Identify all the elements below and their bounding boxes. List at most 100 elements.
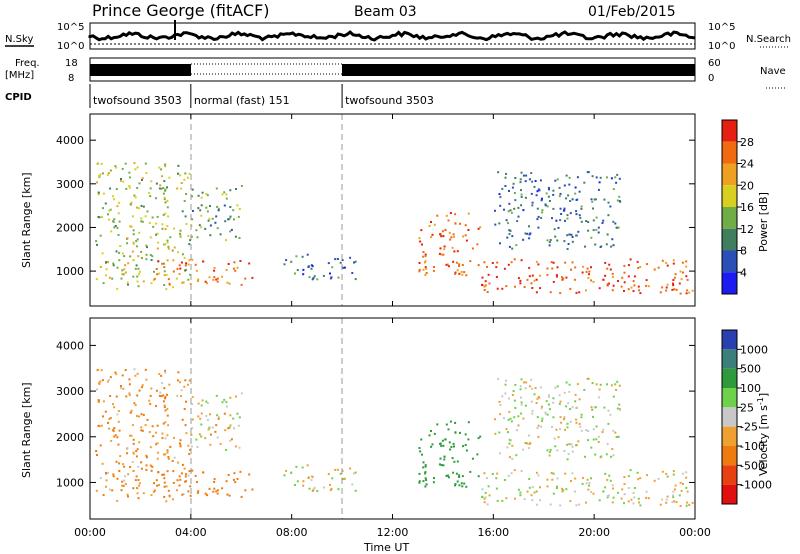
range-cell xyxy=(96,243,98,246)
range-cell xyxy=(552,401,555,404)
range-cell xyxy=(124,482,127,485)
x-tick-label: 12:00 xyxy=(377,526,409,539)
range-cell xyxy=(685,265,688,268)
range-cell xyxy=(108,276,111,279)
noise-strip xyxy=(88,20,696,50)
range-cell xyxy=(209,234,212,237)
range-cell xyxy=(604,472,607,475)
range-cell xyxy=(505,379,507,382)
range-cell xyxy=(665,501,668,504)
range-cell xyxy=(163,495,166,498)
range-cell xyxy=(209,413,211,416)
range-cell xyxy=(688,503,691,506)
range-cell xyxy=(546,478,549,481)
range-cell xyxy=(443,458,446,461)
range-cell xyxy=(140,204,143,207)
range-cell xyxy=(217,209,220,212)
range-cell xyxy=(153,270,155,273)
range-cell xyxy=(124,271,127,274)
range-cell xyxy=(236,266,239,269)
range-cell xyxy=(114,371,117,374)
range-cell xyxy=(302,484,305,487)
range-cell xyxy=(216,277,219,280)
range-cell xyxy=(587,488,590,491)
range-cell xyxy=(138,389,141,392)
range-cell xyxy=(633,284,636,287)
range-cell xyxy=(449,448,452,451)
range-cell xyxy=(602,278,605,281)
range-cell xyxy=(138,482,141,485)
range-cell xyxy=(519,385,522,388)
range-cell xyxy=(522,209,525,212)
range-cell xyxy=(198,224,201,227)
range-cell xyxy=(550,472,553,474)
y-tick-label: 3000 xyxy=(56,178,84,191)
range-cell xyxy=(587,439,590,442)
range-cell xyxy=(114,165,117,168)
range-cell xyxy=(150,387,153,390)
range-cell xyxy=(183,178,186,181)
range-cell xyxy=(595,216,598,219)
range-cell xyxy=(559,192,562,195)
range-cell xyxy=(541,209,544,212)
range-cell xyxy=(510,472,513,475)
range-cell xyxy=(327,473,330,476)
range-cell xyxy=(213,267,216,269)
range-cell xyxy=(535,490,538,493)
range-cell xyxy=(540,425,543,428)
range-cell xyxy=(554,445,557,448)
range-cell xyxy=(566,234,569,237)
range-cell xyxy=(578,398,581,401)
range-cell xyxy=(524,387,527,390)
range-cell xyxy=(547,186,550,189)
range-cell xyxy=(172,470,175,473)
range-cell xyxy=(522,174,525,177)
range-cell xyxy=(136,187,139,189)
range-cell xyxy=(536,397,539,400)
range-cell xyxy=(112,430,115,433)
range-cell xyxy=(503,267,506,270)
range-cell xyxy=(483,472,486,475)
range-cell xyxy=(200,404,203,407)
range-cell xyxy=(535,291,538,294)
range-cell xyxy=(184,424,187,427)
range-cell xyxy=(354,278,357,281)
range-cell xyxy=(187,474,190,477)
range-cell xyxy=(130,409,133,412)
range-cell xyxy=(520,259,523,262)
range-cell xyxy=(185,432,188,435)
range-cell xyxy=(601,431,604,433)
range-cell xyxy=(132,241,135,244)
range-cell xyxy=(679,481,682,484)
range-cell xyxy=(171,459,174,462)
range-cell xyxy=(496,499,499,502)
range-cell xyxy=(585,482,588,485)
range-cell xyxy=(564,472,567,475)
range-cell xyxy=(179,381,182,384)
range-cell xyxy=(161,437,164,440)
range-cell xyxy=(623,290,625,292)
range-cell xyxy=(225,405,228,408)
range-cell xyxy=(153,482,155,485)
range-cell xyxy=(612,275,614,278)
range-cell xyxy=(528,266,531,269)
range-cell xyxy=(418,472,421,475)
range-cell xyxy=(616,199,619,202)
range-cell xyxy=(431,443,434,446)
range-cell xyxy=(606,283,609,286)
range-cell xyxy=(445,263,448,266)
range-cell xyxy=(456,480,459,483)
range-cell xyxy=(140,461,143,464)
range-cell xyxy=(520,403,523,406)
range-cell xyxy=(341,469,344,472)
range-cell xyxy=(122,273,125,276)
range-cell xyxy=(163,284,166,286)
range-cell xyxy=(199,209,202,212)
range-cell xyxy=(548,188,550,191)
range-cell xyxy=(568,443,571,446)
range-cell xyxy=(510,261,513,264)
range-cell xyxy=(563,209,566,212)
range-cell xyxy=(665,261,668,264)
range-cell xyxy=(228,217,231,220)
range-cell xyxy=(187,444,190,447)
